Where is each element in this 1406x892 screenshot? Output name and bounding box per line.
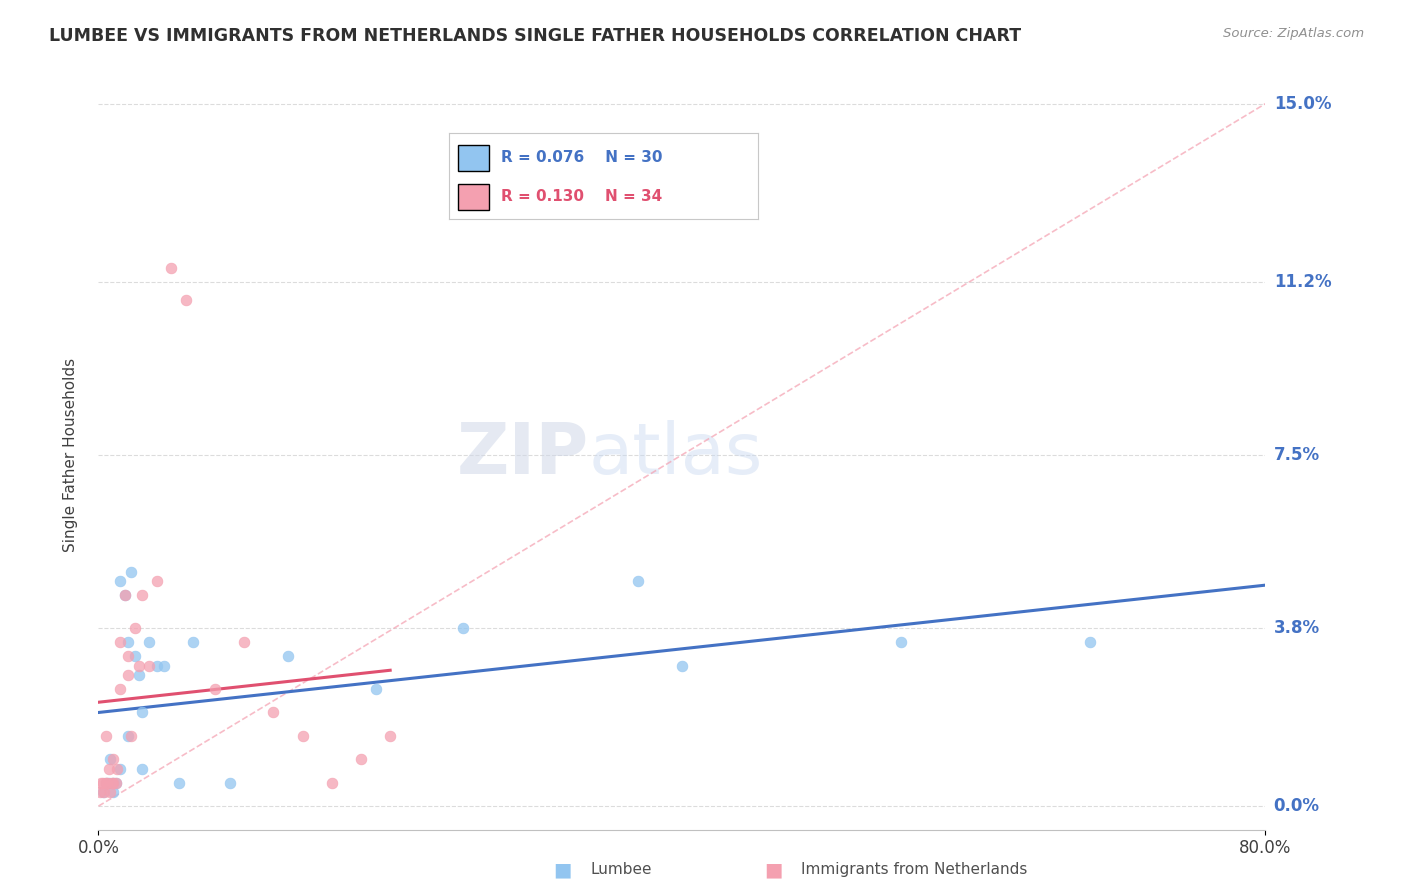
Text: Immigrants from Netherlands: Immigrants from Netherlands [801,863,1028,877]
Point [96,776,118,790]
Point [120,729,142,743]
Point [110,681,132,696]
Text: atlas: atlas [589,420,763,490]
Text: Lumbee: Lumbee [591,863,652,877]
Point [277,649,299,664]
Point [93,785,115,799]
Point [890,635,912,649]
Text: 11.2%: 11.2% [1274,273,1331,291]
Point [97,762,120,776]
Point [110,635,132,649]
Point [101,752,124,766]
Point [364,681,387,696]
Point [94,776,117,790]
Point [117,729,139,743]
Point [380,729,402,743]
Point [101,776,124,790]
Point [204,681,226,696]
Point [131,762,153,776]
Point [218,776,240,790]
Point [138,658,160,673]
Point [117,649,139,664]
Point [1080,635,1102,649]
Point [117,635,139,649]
Text: 0.0%: 0.0% [1274,797,1320,815]
Point [627,574,650,589]
Point [114,589,136,603]
Point [167,776,190,790]
Text: ■: ■ [763,860,783,880]
Point [100,776,122,790]
Point [104,776,127,790]
Point [128,668,150,682]
Point [153,658,176,673]
Point [120,565,142,579]
Point [181,635,204,649]
Point [263,706,285,720]
Point [97,776,120,790]
Point [90,776,112,790]
Point [146,658,169,673]
Point [104,776,127,790]
Point [110,762,132,776]
Point [671,658,693,673]
Point [91,785,114,799]
Point [105,762,128,776]
Text: Source: ZipAtlas.com: Source: ZipAtlas.com [1223,27,1364,40]
Point [101,785,124,799]
Point [350,752,373,766]
Point [174,293,197,308]
Point [451,621,474,635]
Point [94,729,117,743]
Point [160,260,183,275]
Text: 15.0%: 15.0% [1274,95,1331,112]
Point [131,589,153,603]
Point [89,785,111,799]
Point [98,785,121,799]
Text: ■: ■ [553,860,572,880]
Point [128,658,150,673]
Point [138,635,160,649]
Point [233,635,256,649]
Point [124,649,146,664]
Point [94,776,117,790]
Point [146,574,169,589]
Text: LUMBEE VS IMMIGRANTS FROM NETHERLANDS SINGLE FATHER HOUSEHOLDS CORRELATION CHART: LUMBEE VS IMMIGRANTS FROM NETHERLANDS SI… [49,27,1021,45]
Point [91,776,114,790]
Point [291,729,314,743]
Point [117,668,139,682]
Point [101,776,124,790]
Y-axis label: Single Father Households: Single Father Households [63,358,77,552]
Point [124,621,146,635]
Point [131,706,153,720]
Point [110,574,132,589]
Point [321,776,343,790]
Point [98,752,121,766]
Text: ZIP: ZIP [457,420,589,490]
Point [114,589,136,603]
Text: 7.5%: 7.5% [1274,446,1320,464]
Text: 3.8%: 3.8% [1274,619,1320,637]
